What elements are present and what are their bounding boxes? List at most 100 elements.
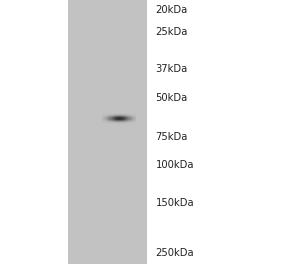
Bar	[108, 116, 109, 117]
Bar	[128, 112, 130, 113]
Bar	[109, 124, 110, 125]
Bar	[134, 118, 135, 119]
Bar	[135, 118, 136, 119]
Bar	[110, 113, 112, 114]
Bar	[134, 122, 135, 123]
Bar	[132, 111, 133, 112]
Bar	[119, 112, 121, 113]
Bar	[133, 112, 134, 113]
Bar	[113, 113, 114, 114]
Bar	[114, 124, 115, 125]
Bar	[112, 112, 113, 113]
Bar	[124, 121, 125, 122]
Bar	[114, 111, 115, 112]
Bar	[122, 116, 123, 117]
Bar	[125, 115, 126, 116]
Bar	[112, 114, 113, 115]
Bar	[117, 113, 118, 114]
Bar	[116, 112, 117, 113]
Bar	[125, 121, 126, 122]
Bar	[118, 124, 119, 125]
Bar	[130, 120, 131, 121]
Bar	[118, 113, 119, 114]
Bar	[110, 119, 112, 120]
Bar	[126, 114, 127, 115]
Bar	[128, 121, 130, 122]
Bar	[127, 115, 128, 116]
Bar	[132, 121, 133, 122]
Bar	[118, 112, 119, 113]
Bar	[105, 112, 106, 113]
Bar	[128, 118, 130, 119]
Bar	[106, 120, 107, 121]
Text: 75kDa: 75kDa	[156, 132, 188, 142]
Bar	[122, 121, 123, 122]
Bar	[106, 113, 107, 114]
Bar	[123, 112, 124, 113]
Bar	[133, 118, 134, 119]
Bar	[133, 124, 134, 125]
Bar	[134, 111, 135, 112]
Bar	[130, 118, 131, 119]
Bar	[117, 116, 118, 117]
Bar	[128, 116, 130, 117]
Bar	[131, 113, 132, 114]
Bar	[106, 125, 107, 126]
Bar	[102, 115, 104, 116]
Bar	[131, 114, 132, 115]
Bar	[124, 120, 125, 121]
Bar	[132, 116, 133, 117]
Bar	[131, 125, 132, 126]
Text: 25kDa: 25kDa	[156, 27, 188, 37]
Bar	[118, 119, 119, 120]
Bar	[127, 121, 128, 122]
Bar	[115, 113, 116, 114]
Bar	[118, 116, 119, 117]
Bar	[116, 123, 117, 124]
Bar	[127, 125, 128, 126]
Bar	[126, 123, 127, 124]
Bar	[119, 115, 121, 116]
Bar	[108, 124, 109, 125]
Bar	[117, 114, 118, 115]
Bar	[123, 115, 124, 116]
Bar	[125, 119, 126, 120]
Bar	[126, 118, 127, 119]
Bar	[109, 112, 110, 113]
Bar	[112, 116, 113, 117]
Bar	[134, 124, 135, 125]
Bar	[126, 119, 127, 120]
Bar	[130, 116, 131, 117]
Bar	[108, 119, 109, 120]
Bar	[122, 115, 123, 116]
Bar	[110, 121, 112, 122]
Bar	[109, 116, 110, 117]
Bar	[105, 122, 106, 123]
Bar	[123, 124, 124, 125]
Bar	[135, 125, 136, 126]
Bar	[104, 115, 105, 116]
Bar	[115, 114, 116, 115]
Bar	[110, 122, 112, 123]
Bar	[118, 115, 119, 116]
Bar	[108, 115, 109, 116]
Bar	[114, 122, 115, 123]
Bar	[130, 113, 131, 114]
Bar	[130, 122, 131, 123]
Bar	[133, 125, 134, 126]
Bar	[116, 122, 117, 123]
Bar	[104, 123, 105, 124]
Bar	[119, 114, 121, 115]
Bar	[131, 124, 132, 125]
Bar	[116, 114, 117, 115]
Bar	[108, 117, 109, 118]
Bar	[110, 114, 112, 115]
Bar	[106, 112, 107, 113]
Bar	[121, 120, 122, 121]
Bar	[106, 122, 107, 123]
Bar	[116, 121, 117, 122]
Bar	[114, 113, 115, 114]
Bar	[127, 112, 128, 113]
Bar	[107, 124, 108, 125]
Bar	[115, 121, 116, 122]
